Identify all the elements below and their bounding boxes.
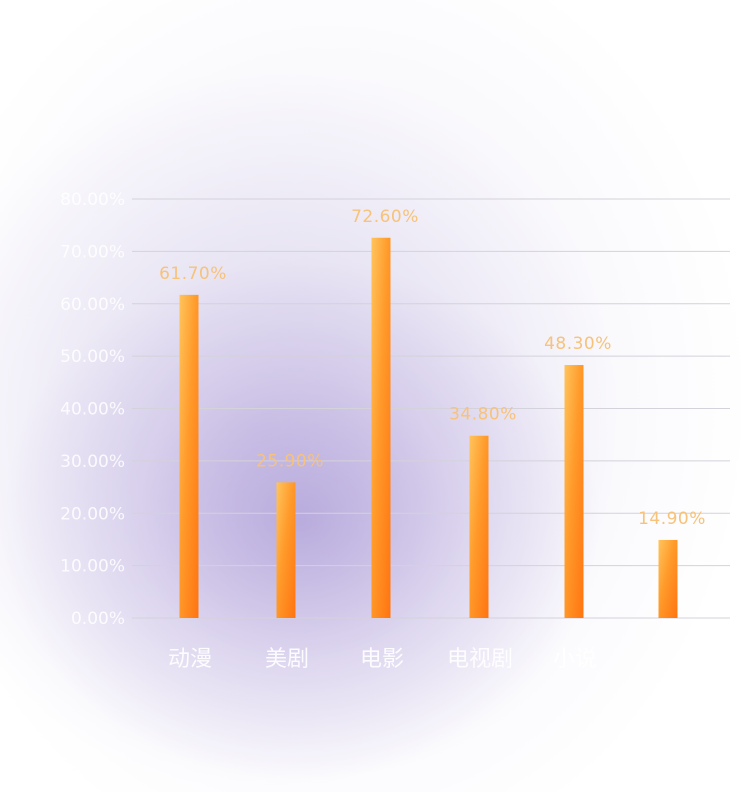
y-tick-label: 30.00% [60, 452, 125, 472]
data-label: 72.60% [351, 207, 419, 227]
data-label: 25.90% [256, 451, 324, 471]
x-tick-label: 电影 [360, 647, 404, 672]
bar [179, 294, 199, 618]
x-tick-label: 动漫 [168, 647, 212, 672]
data-labels: 61.70% 25.90% 72.60% 34.80% 48.30% 14.90% [159, 207, 706, 529]
y-tick-label: 60.00% [60, 295, 125, 315]
bar [276, 482, 296, 618]
bar [658, 539, 678, 618]
bar [469, 435, 489, 618]
y-tick-label: 20.00% [60, 504, 125, 524]
bar [371, 237, 391, 618]
bars [179, 237, 678, 618]
y-tick-label: 40.00% [60, 400, 125, 420]
y-tick-label: 80.00% [60, 190, 125, 210]
y-axis: 0.00% 10.00% 20.00% 30.00% 40.00% 50.00% 60.00… [60, 190, 125, 629]
x-tick-label: 小说 [553, 647, 597, 672]
y-tick-label: 70.00% [60, 242, 125, 262]
grid-lines [132, 198, 730, 619]
x-tick-label: 电视剧 [447, 647, 513, 672]
y-tick-label: 50.00% [60, 347, 125, 367]
y-tick-label: 10.00% [60, 557, 125, 577]
y-tick-label: 0.00% [71, 609, 125, 629]
data-label: 34.80% [449, 405, 517, 425]
data-label: 48.30% [544, 334, 612, 354]
x-tick-label: 美剧 [265, 647, 309, 672]
bar [564, 365, 584, 618]
x-axis: 动漫 美剧 电影 电视剧 小说 [168, 647, 597, 672]
data-label: 61.70% [159, 264, 227, 284]
data-label: 14.90% [638, 509, 706, 529]
